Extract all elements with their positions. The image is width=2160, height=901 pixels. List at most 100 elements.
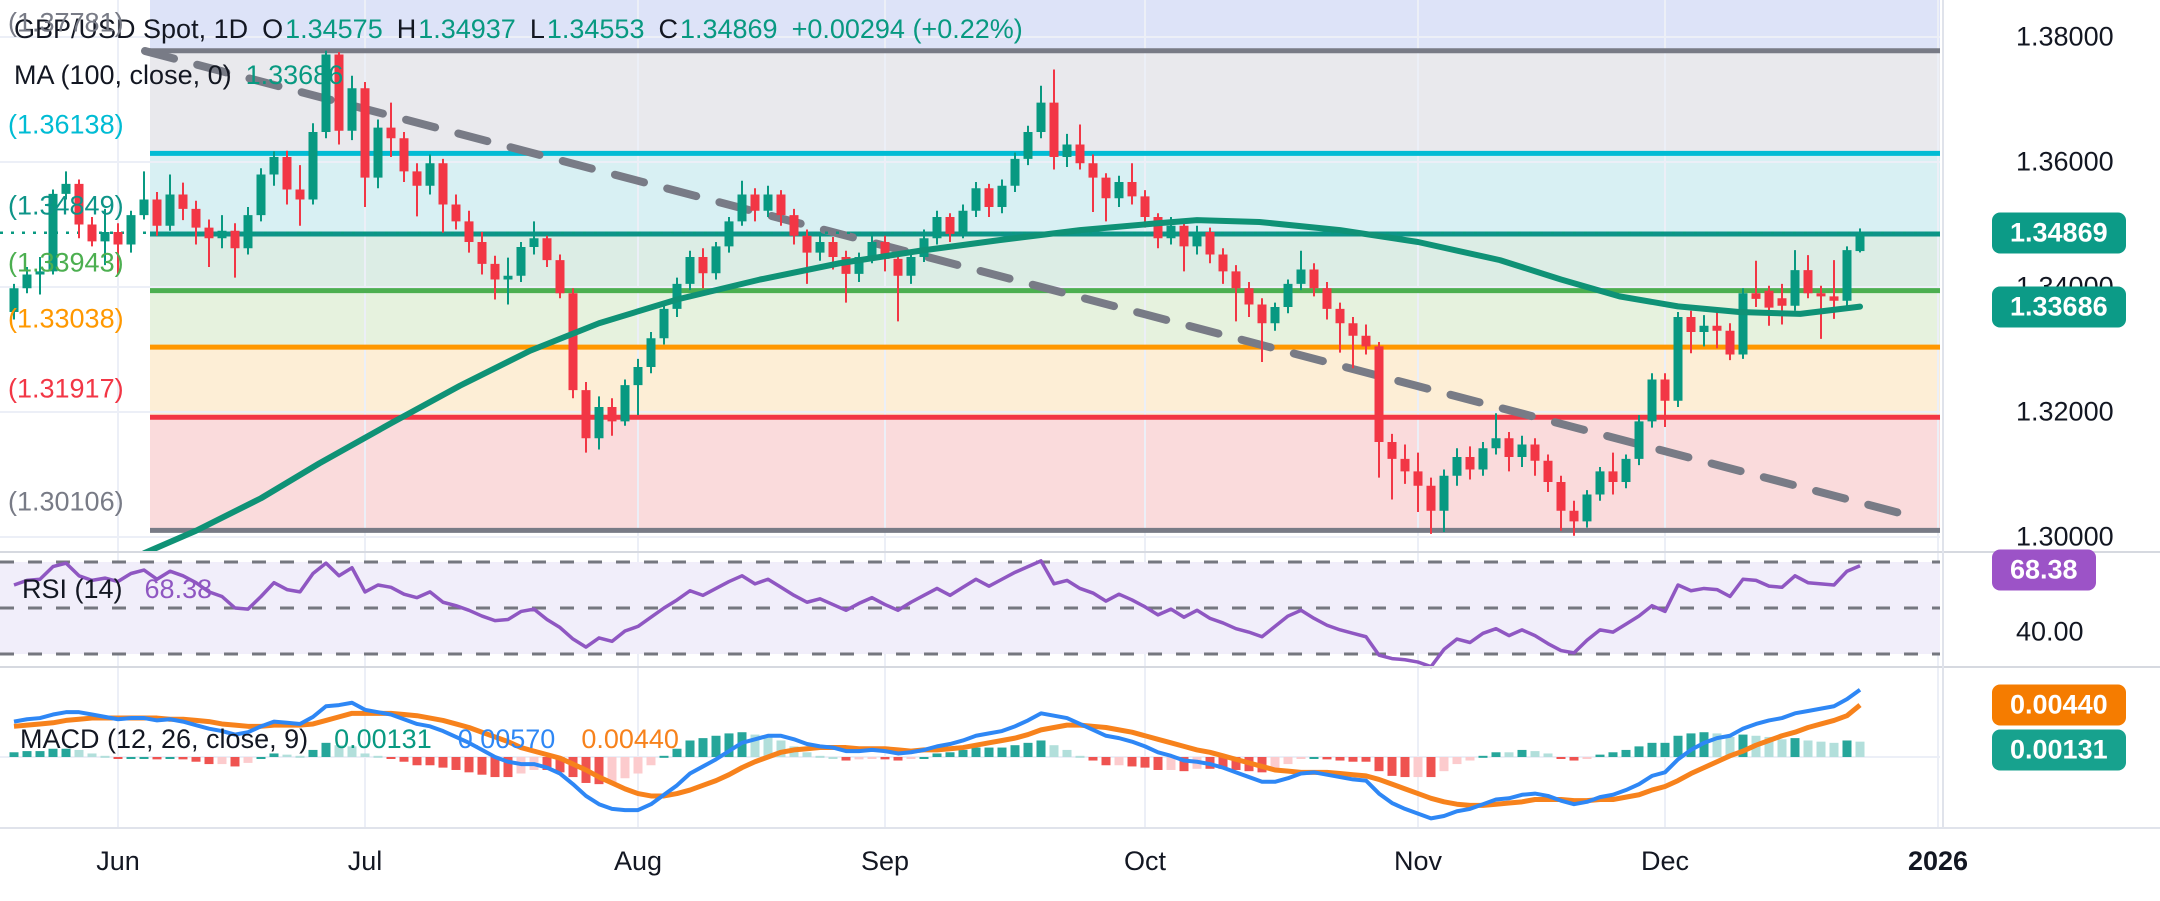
macd-hist-bar <box>919 757 929 759</box>
candle-body <box>477 242 487 264</box>
macd-hist-bar <box>230 757 240 767</box>
rsi-line <box>13 559 1861 669</box>
macd-hist-bar <box>828 757 838 759</box>
candle-body <box>1374 346 1384 442</box>
macd-hist-bar <box>542 757 552 770</box>
symbol-legend[interactable]: GBP/USD Spot, 1D O 1.34575 H 1.34937 L 1.34… <box>14 14 1023 45</box>
candle-body <box>620 385 630 422</box>
macd-hist-bar <box>685 740 695 757</box>
level-label: (1.33943) <box>8 247 124 278</box>
candle-body <box>659 308 669 339</box>
time-axis-label[interactable]: Sep <box>860 846 910 876</box>
candle-body <box>971 188 981 211</box>
candle-body <box>386 127 396 139</box>
candle-body <box>1400 458 1410 472</box>
axis-value-badge: 1.34869 <box>1992 212 2126 254</box>
candle-body <box>1348 323 1358 336</box>
time-axis-label[interactable]: Aug <box>613 846 663 876</box>
macd-hist-bar <box>74 749 84 757</box>
rsi-pane[interactable] <box>0 556 1943 666</box>
ma-value: 1.33686 <box>245 60 344 90</box>
axis-value-badge: 1.33686 <box>1992 286 2126 328</box>
level-label: (1.37781) <box>8 7 124 38</box>
candle-body <box>932 217 942 239</box>
time-scale[interactable] <box>0 828 2160 901</box>
candle-body <box>1530 444 1540 461</box>
axis-value-badge: 0.00131 <box>1992 729 2126 771</box>
indicator-tick: 40.00 <box>2016 616 2084 647</box>
candle-body <box>1023 132 1033 159</box>
macd-hist-bar <box>1582 757 1592 759</box>
price-tick: 1.32000 <box>2016 396 2114 427</box>
time-axis-label[interactable]: 2026 <box>1907 846 1969 876</box>
candle-body <box>490 263 500 280</box>
macd-hist-bar <box>295 755 305 758</box>
time-axis-label[interactable]: Dec <box>1640 846 1690 876</box>
macd-hist-bar <box>1270 757 1280 769</box>
macd-hist-bar <box>1166 757 1176 770</box>
candle-body <box>1452 457 1462 476</box>
ma-legend[interactable]: MA (100, close, 0) 1.33686 <box>14 60 343 91</box>
candle-body <box>425 163 435 186</box>
time-axis-label[interactable]: Jun <box>96 846 140 876</box>
macd-hist-bar <box>867 757 877 759</box>
macd-hist-bar <box>386 757 396 759</box>
level-label: (1.30106) <box>8 486 124 517</box>
macd-hist-bar <box>321 742 331 757</box>
time-axis-label[interactable]: Nov <box>1393 846 1443 876</box>
time-axis-label[interactable]: Oct <box>1123 846 1167 876</box>
candle-body <box>1777 298 1787 306</box>
macd-hist-bar <box>1374 757 1384 772</box>
macd-hist-bar <box>958 749 968 757</box>
candle-body <box>1556 482 1566 511</box>
candle-body <box>360 88 370 178</box>
candle-body <box>282 157 292 190</box>
candle-body <box>750 194 760 211</box>
macd-hist-bar <box>815 755 825 758</box>
candle-body <box>438 163 448 205</box>
macd-hist-bar <box>971 747 981 757</box>
macd-hist-bar <box>1647 742 1657 757</box>
macd-hist-bar <box>477 757 487 775</box>
candle-body <box>22 274 32 289</box>
macd-signal-value: 0.00440 <box>581 724 679 754</box>
candle-body <box>1322 288 1332 309</box>
macd-hist-bar <box>1478 755 1488 758</box>
candle-body <box>1309 269 1319 289</box>
candle-body <box>1101 177 1111 199</box>
macd-hist-bar <box>1335 757 1345 761</box>
macd-hist-bar <box>1075 755 1085 758</box>
rsi-legend[interactable]: RSI (14) 68.38 <box>22 574 212 605</box>
macd-hist-bar <box>1127 757 1137 767</box>
candle-body <box>828 242 838 257</box>
rsi-value: 68.38 <box>144 574 213 604</box>
macd-hist-bar <box>425 757 435 766</box>
candle-body <box>698 257 708 274</box>
macd-hist-bar <box>1517 749 1527 757</box>
macd-hist-bar <box>1569 757 1579 761</box>
candle-body <box>646 338 656 367</box>
ma100-line <box>141 217 1863 552</box>
macd-hist-bar <box>412 757 422 766</box>
candle-body <box>9 288 19 312</box>
macd-hist-bar <box>1556 757 1566 759</box>
candle-body <box>516 247 526 276</box>
candle-body <box>1179 225 1189 247</box>
candle-body <box>893 258 903 276</box>
macd-hist-bar <box>1439 757 1449 772</box>
macd-hist-bar <box>243 757 253 763</box>
candle-body <box>1764 290 1774 308</box>
candle-body <box>1010 158 1020 186</box>
time-axis-label[interactable]: Jul <box>347 846 383 876</box>
macd-hist-bar <box>1218 757 1228 769</box>
macd-hist-bar <box>594 757 604 785</box>
symbol-title: GBP/USD Spot, 1D <box>14 14 249 44</box>
candle-body <box>906 257 916 276</box>
candle-body <box>1751 293 1761 299</box>
candle-body <box>1218 254 1228 272</box>
macd-legend[interactable]: MACD (12, 26, close, 9) 0.00131 0.00570 … <box>20 724 679 755</box>
price-tick: 1.30000 <box>2016 521 2114 552</box>
macd-hist-bar <box>1296 757 1306 759</box>
candle-body <box>1712 325 1722 331</box>
macd-hist-bar <box>1543 753 1553 757</box>
